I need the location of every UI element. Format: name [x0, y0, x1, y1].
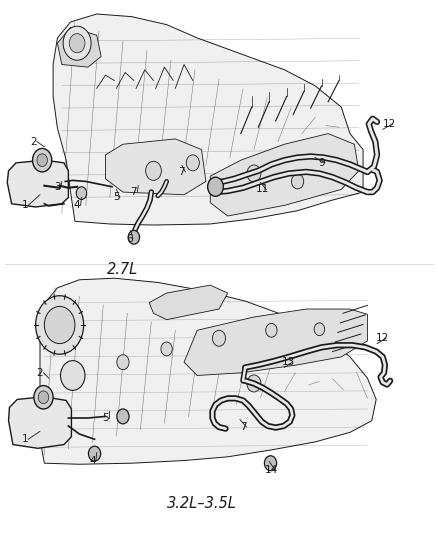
Circle shape: [34, 385, 53, 409]
Text: 1: 1: [21, 434, 28, 445]
Circle shape: [314, 323, 325, 336]
Circle shape: [38, 391, 49, 403]
Circle shape: [247, 375, 261, 392]
Text: 3: 3: [54, 182, 61, 192]
Text: 4: 4: [74, 200, 81, 211]
Circle shape: [186, 155, 199, 171]
Circle shape: [128, 230, 140, 244]
Circle shape: [266, 324, 277, 337]
Text: 14: 14: [265, 465, 278, 474]
Text: 7: 7: [240, 422, 246, 432]
Text: 7: 7: [179, 167, 185, 177]
Polygon shape: [184, 309, 367, 375]
Circle shape: [291, 174, 304, 189]
Polygon shape: [210, 134, 359, 216]
Polygon shape: [40, 278, 376, 464]
Text: 4: 4: [89, 456, 95, 465]
Circle shape: [63, 26, 91, 60]
Circle shape: [69, 34, 85, 53]
Text: 3.2L–3.5L: 3.2L–3.5L: [166, 496, 237, 511]
Text: 7: 7: [131, 187, 137, 197]
Circle shape: [247, 165, 261, 182]
Text: 9: 9: [318, 158, 325, 168]
Text: 1: 1: [21, 200, 28, 211]
Circle shape: [208, 177, 223, 196]
Circle shape: [265, 456, 277, 471]
Text: 5: 5: [102, 413, 109, 423]
Text: 11: 11: [256, 184, 269, 195]
Circle shape: [32, 149, 52, 172]
Circle shape: [161, 342, 172, 356]
Circle shape: [60, 361, 85, 390]
Circle shape: [146, 161, 161, 180]
Text: 13: 13: [282, 357, 296, 367]
Polygon shape: [106, 139, 206, 195]
Text: 12: 12: [383, 119, 396, 129]
Text: 2.7L: 2.7L: [107, 262, 138, 277]
Circle shape: [212, 330, 226, 346]
Text: 5: 5: [113, 192, 120, 203]
Polygon shape: [9, 397, 71, 448]
Circle shape: [76, 187, 87, 199]
Circle shape: [37, 154, 47, 166]
Polygon shape: [149, 285, 228, 320]
Polygon shape: [57, 27, 101, 67]
Polygon shape: [53, 14, 363, 225]
Text: 2: 2: [30, 136, 37, 147]
Circle shape: [117, 409, 129, 424]
Circle shape: [35, 296, 84, 354]
Polygon shape: [7, 160, 68, 207]
Circle shape: [88, 446, 101, 461]
Text: 2: 2: [37, 368, 43, 378]
Circle shape: [117, 355, 129, 369]
Text: 12: 12: [376, 333, 389, 343]
Text: 6: 6: [126, 234, 133, 244]
Circle shape: [44, 306, 75, 344]
